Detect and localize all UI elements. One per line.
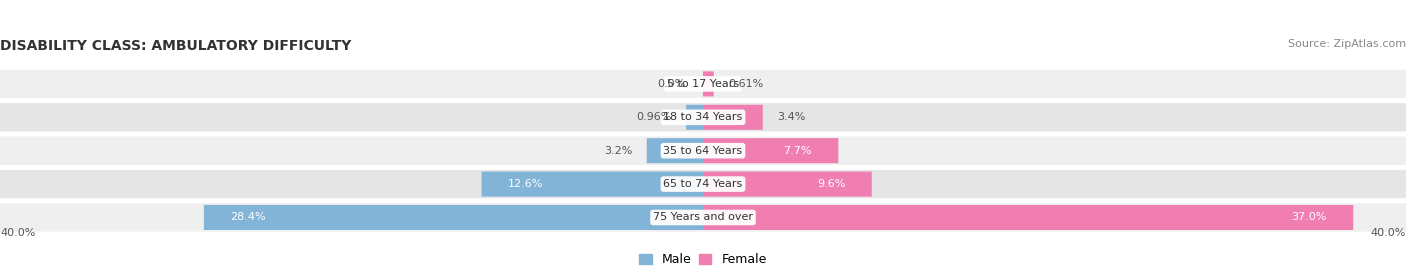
FancyBboxPatch shape <box>481 172 703 197</box>
Text: 12.6%: 12.6% <box>508 179 543 189</box>
Legend: Male, Female: Male, Female <box>640 253 766 266</box>
Text: DISABILITY CLASS: AMBULATORY DIFFICULTY: DISABILITY CLASS: AMBULATORY DIFFICULTY <box>0 39 352 53</box>
Text: 0.0%: 0.0% <box>657 79 686 89</box>
Text: 0.61%: 0.61% <box>728 79 763 89</box>
Text: 40.0%: 40.0% <box>1371 228 1406 237</box>
FancyBboxPatch shape <box>703 172 872 197</box>
Text: 3.2%: 3.2% <box>605 146 633 156</box>
Text: 35 to 64 Years: 35 to 64 Years <box>664 146 742 156</box>
FancyBboxPatch shape <box>0 103 1406 132</box>
Text: 0.96%: 0.96% <box>637 112 672 122</box>
Text: 3.4%: 3.4% <box>778 112 806 122</box>
Text: 75 Years and over: 75 Years and over <box>652 213 754 222</box>
FancyBboxPatch shape <box>703 138 838 163</box>
Text: Source: ZipAtlas.com: Source: ZipAtlas.com <box>1288 39 1406 49</box>
FancyBboxPatch shape <box>686 105 703 130</box>
Text: 65 to 74 Years: 65 to 74 Years <box>664 179 742 189</box>
FancyBboxPatch shape <box>703 71 714 96</box>
FancyBboxPatch shape <box>0 70 1406 98</box>
FancyBboxPatch shape <box>0 170 1406 198</box>
Text: 37.0%: 37.0% <box>1292 213 1327 222</box>
FancyBboxPatch shape <box>703 105 762 130</box>
Text: 18 to 34 Years: 18 to 34 Years <box>664 112 742 122</box>
FancyBboxPatch shape <box>0 136 1406 165</box>
Text: 28.4%: 28.4% <box>231 213 266 222</box>
FancyBboxPatch shape <box>204 205 703 230</box>
Text: 7.7%: 7.7% <box>783 146 813 156</box>
Text: 40.0%: 40.0% <box>0 228 35 237</box>
Text: 9.6%: 9.6% <box>817 179 845 189</box>
FancyBboxPatch shape <box>0 203 1406 232</box>
FancyBboxPatch shape <box>703 205 1354 230</box>
Text: 5 to 17 Years: 5 to 17 Years <box>666 79 740 89</box>
FancyBboxPatch shape <box>647 138 703 163</box>
